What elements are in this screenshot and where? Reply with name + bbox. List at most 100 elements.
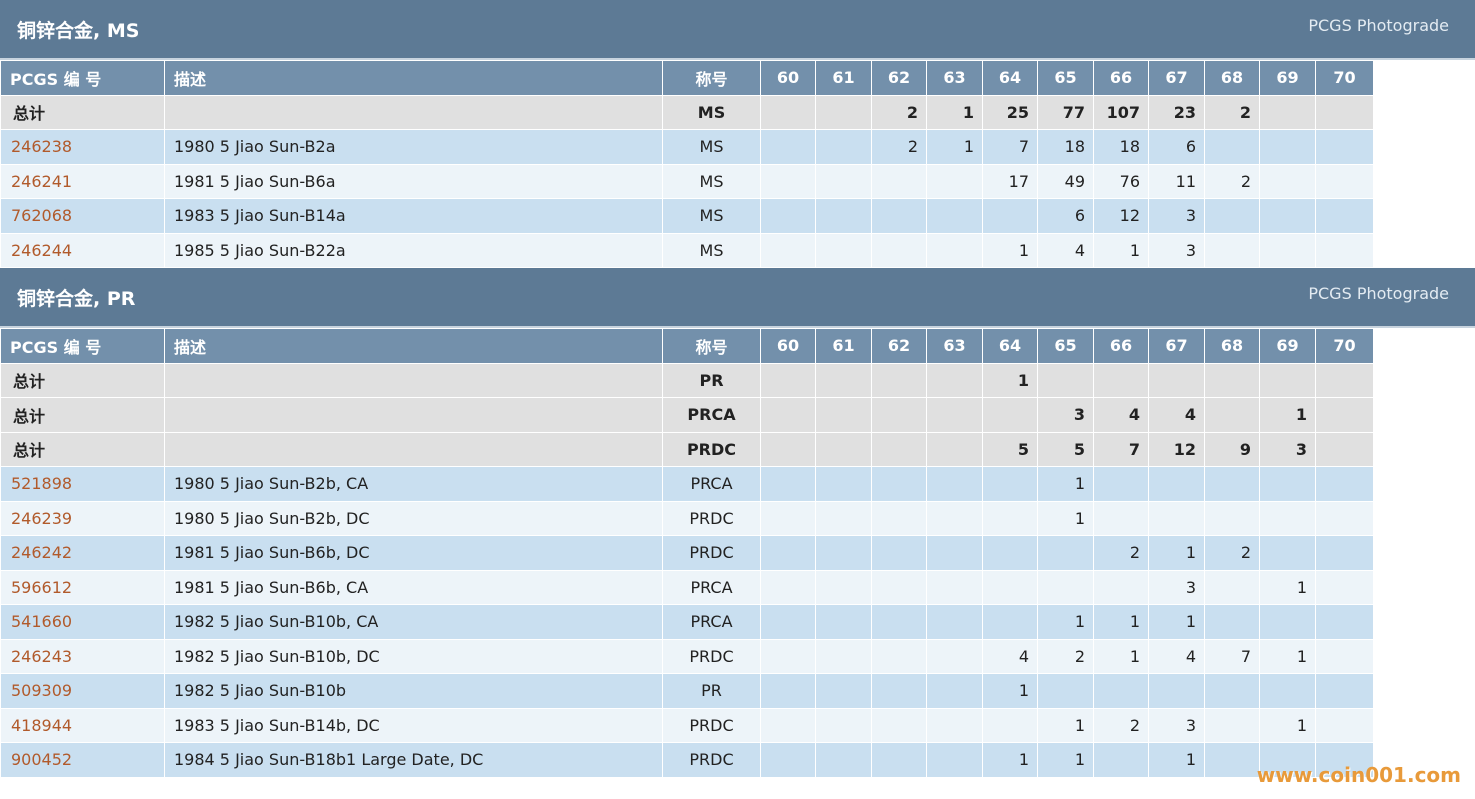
grade-count: 1 [1148, 535, 1205, 571]
column-header-grade[interactable]: 62 [871, 328, 927, 364]
grade-count [871, 569, 927, 605]
total-row: 总计PRDC557129341 [0, 431, 1374, 467]
grade-count: 3 [1148, 198, 1205, 234]
section-header: 铜锌合金, PR PCGS Photograde [0, 268, 1475, 328]
section-title: 铜锌合金, MS [17, 19, 140, 42]
designation: PRDC [662, 742, 761, 778]
photograde-link[interactable]: PCGS Photograde [1308, 283, 1449, 303]
column-header-grade[interactable]: 61 [815, 328, 872, 364]
grade-count [871, 707, 927, 743]
pcgs-number-link[interactable]: 246243 [0, 638, 165, 674]
coin-description: 1982 5 Jiao Sun-B10b, CA [164, 604, 663, 640]
population-table: PCGS 编 号描述称号6061626364656667686970总计总计PR… [0, 328, 1374, 778]
grade-count [926, 431, 983, 467]
column-header-grade[interactable]: 67 [1148, 60, 1205, 96]
grade-count [926, 535, 983, 571]
grade-count [815, 638, 872, 674]
column-header-designation: 称号 [662, 60, 761, 96]
pcgs-number-link[interactable]: 246238 [0, 129, 165, 165]
coin-description [164, 94, 663, 130]
grade-count [760, 673, 816, 709]
grade-count: 25 [982, 94, 1038, 130]
column-header-grade[interactable]: 70 [1315, 60, 1374, 96]
grade-count: 7 [1204, 638, 1260, 674]
grade-count [871, 198, 927, 234]
grade-count [1037, 362, 1094, 398]
column-header-grade[interactable]: 61 [815, 60, 872, 96]
column-header-grade[interactable]: 68 [1204, 328, 1260, 364]
column-header-grade[interactable]: 65 [1037, 60, 1094, 96]
grade-count: 1 [1037, 742, 1094, 778]
pcgs-number-link[interactable]: 762068 [0, 198, 165, 234]
column-header-grade[interactable]: 70 [1315, 328, 1374, 364]
pcgs-number-link[interactable]: 418944 [0, 707, 165, 743]
grade-count [1259, 362, 1316, 398]
grade-count [760, 198, 816, 234]
grade-count: 1 [982, 673, 1038, 709]
grade-count [760, 163, 816, 199]
column-header-grade[interactable]: 66 [1093, 60, 1149, 96]
grade-count [982, 466, 1038, 502]
grade-count: 12 [1093, 198, 1149, 234]
column-header-grade[interactable]: 60 [760, 328, 816, 364]
column-header-grade[interactable]: 63 [926, 328, 983, 364]
pcgs-number-link[interactable]: 521898 [0, 466, 165, 502]
pcgs-number-link[interactable]: 596612 [0, 569, 165, 605]
coin-description: 1980 5 Jiao Sun-B2b, DC [164, 500, 663, 536]
pcgs-number-link[interactable]: 246241 [0, 163, 165, 199]
total-row: 总计PR11 [0, 362, 1374, 398]
pcgs-number-link[interactable]: 541660 [0, 604, 165, 640]
column-header-grade[interactable]: 69 [1259, 60, 1316, 96]
coin-description: 1983 5 Jiao Sun-B14b, DC [164, 707, 663, 743]
coin-description: 1985 5 Jiao Sun-B22a [164, 232, 663, 268]
column-header-description: 描述 [164, 60, 663, 96]
column-header-grade[interactable]: 69 [1259, 328, 1316, 364]
grade-count [760, 466, 816, 502]
column-header-grade[interactable]: 68 [1204, 60, 1260, 96]
grade-count [1037, 535, 1094, 571]
pcgs-number-link[interactable]: 246244 [0, 232, 165, 268]
grade-count [815, 129, 872, 165]
designation: PRDC [662, 707, 761, 743]
grade-count [760, 742, 816, 778]
population-table: PCGS 编 号描述称号6061626364656667686970总计总计 MS… [0, 60, 1374, 268]
column-header-description: 描述 [164, 328, 663, 364]
column-header-grade[interactable]: 64 [982, 328, 1038, 364]
grade-count [1259, 500, 1316, 536]
photograde-link[interactable]: PCGS Photograde [1308, 15, 1449, 35]
pcgs-number-link[interactable]: 246239 [0, 500, 165, 536]
grade-count [1315, 94, 1374, 130]
grade-count [1315, 466, 1374, 502]
grade-count [1204, 604, 1260, 640]
pcgs-number-link[interactable]: 900452 [0, 742, 165, 778]
table-row: 246243 1982 5 Jiao Sun-B10b, DC PRDC 4 2 1 4 7 1… [0, 638, 1374, 674]
grade-count: 1 [1093, 232, 1149, 268]
column-header-grade[interactable]: 65 [1037, 328, 1094, 364]
grade-count: 18 [1093, 129, 1149, 165]
grade-count [1093, 673, 1149, 709]
grade-count [1204, 742, 1260, 778]
column-header-grade[interactable]: 64 [982, 60, 1038, 96]
grade-count [760, 362, 816, 398]
pcgs-number-link[interactable]: 246242 [0, 535, 165, 571]
column-header-grade[interactable]: 63 [926, 60, 983, 96]
designation: PRDC [662, 500, 761, 536]
column-header-grade[interactable]: 66 [1093, 328, 1149, 364]
grade-count [1204, 362, 1260, 398]
grade-count [1259, 466, 1316, 502]
pcgs-number-link[interactable]: 509309 [0, 673, 165, 709]
column-header-grade[interactable]: 67 [1148, 328, 1205, 364]
column-header-grade[interactable]: 62 [871, 60, 927, 96]
grade-count [1204, 707, 1260, 743]
grade-count: 12 [1148, 431, 1205, 467]
coin-description: 1982 5 Jiao Sun-B10b [164, 673, 663, 709]
column-header-grade[interactable]: 60 [760, 60, 816, 96]
designation: MS [662, 198, 761, 234]
grade-count [1204, 129, 1260, 165]
